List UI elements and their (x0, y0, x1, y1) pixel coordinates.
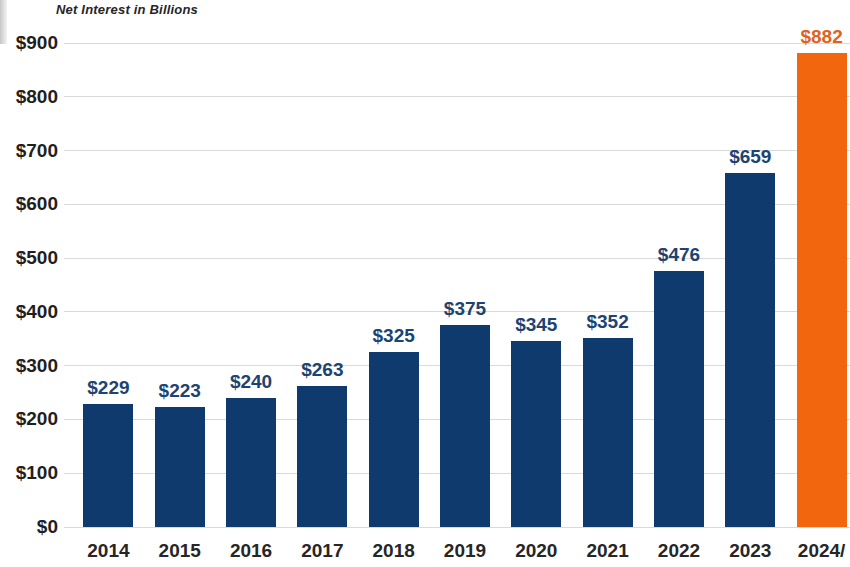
bar-2019 (440, 325, 490, 527)
bar-value-label: $352 (558, 311, 658, 333)
y-axis-tick-label: $700 (0, 140, 58, 162)
y-axis-tick-label: $0 (0, 516, 58, 538)
bar-2021 (583, 338, 633, 527)
bar-2022 (654, 271, 704, 527)
bar-value-label: $659 (700, 146, 800, 168)
y-axis-tick-label: $100 (0, 462, 58, 484)
x-axis-label: 2024/ (772, 540, 850, 562)
y-axis-tick-label: $800 (0, 86, 58, 108)
bar-2017 (297, 386, 347, 527)
y-axis-tick-label: $600 (0, 193, 58, 215)
y-axis-tick-label: $200 (0, 408, 58, 430)
bar-2016 (226, 398, 276, 527)
bar-value-label: $476 (629, 244, 729, 266)
bar-2015 (155, 407, 205, 527)
chart-canvas: Net Interest in Billions $900 $800 $700 $60… (0, 0, 850, 567)
bar-value-label: $882 (772, 26, 850, 48)
chart-title: Net Interest in Billions (56, 2, 198, 17)
bar-2024 (797, 53, 847, 527)
y-axis-tick-label: $300 (0, 355, 58, 377)
bar-2018 (369, 352, 419, 527)
bar-2014 (83, 404, 133, 527)
bar-2023 (725, 173, 775, 527)
bar-value-label: $325 (344, 325, 444, 347)
gridline (64, 43, 850, 44)
bar-value-label: $263 (272, 359, 372, 381)
y-axis-tick-label: $500 (0, 247, 58, 269)
y-axis-tick-label: $400 (0, 301, 58, 323)
bar-2020 (511, 341, 561, 527)
y-axis-tick-label: $900 (0, 32, 58, 54)
gridline (64, 96, 850, 97)
